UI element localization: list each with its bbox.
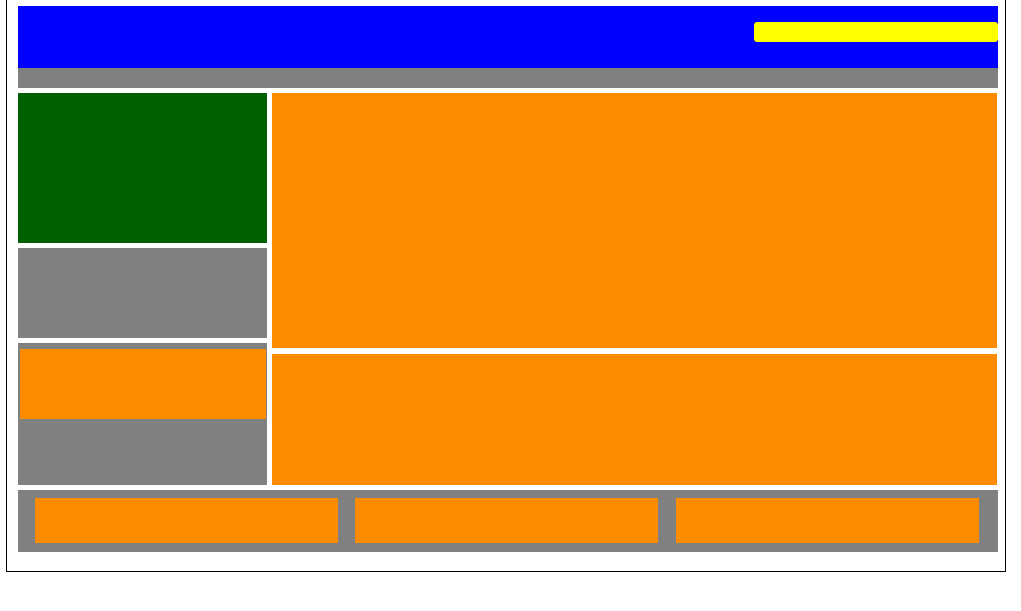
main-content-secondary <box>272 354 997 485</box>
footer-card-2[interactable] <box>355 498 658 543</box>
nav-bar[interactable] <box>18 68 998 88</box>
footer-card-3[interactable] <box>676 498 979 543</box>
sidebar-feature-panel <box>18 93 267 243</box>
main-content-hero <box>272 93 997 348</box>
footer-card-1[interactable] <box>35 498 338 543</box>
sidebar-promo-card[interactable] <box>20 349 266 419</box>
sidebar-panel-1 <box>18 248 267 338</box>
search-bar[interactable] <box>754 22 998 42</box>
